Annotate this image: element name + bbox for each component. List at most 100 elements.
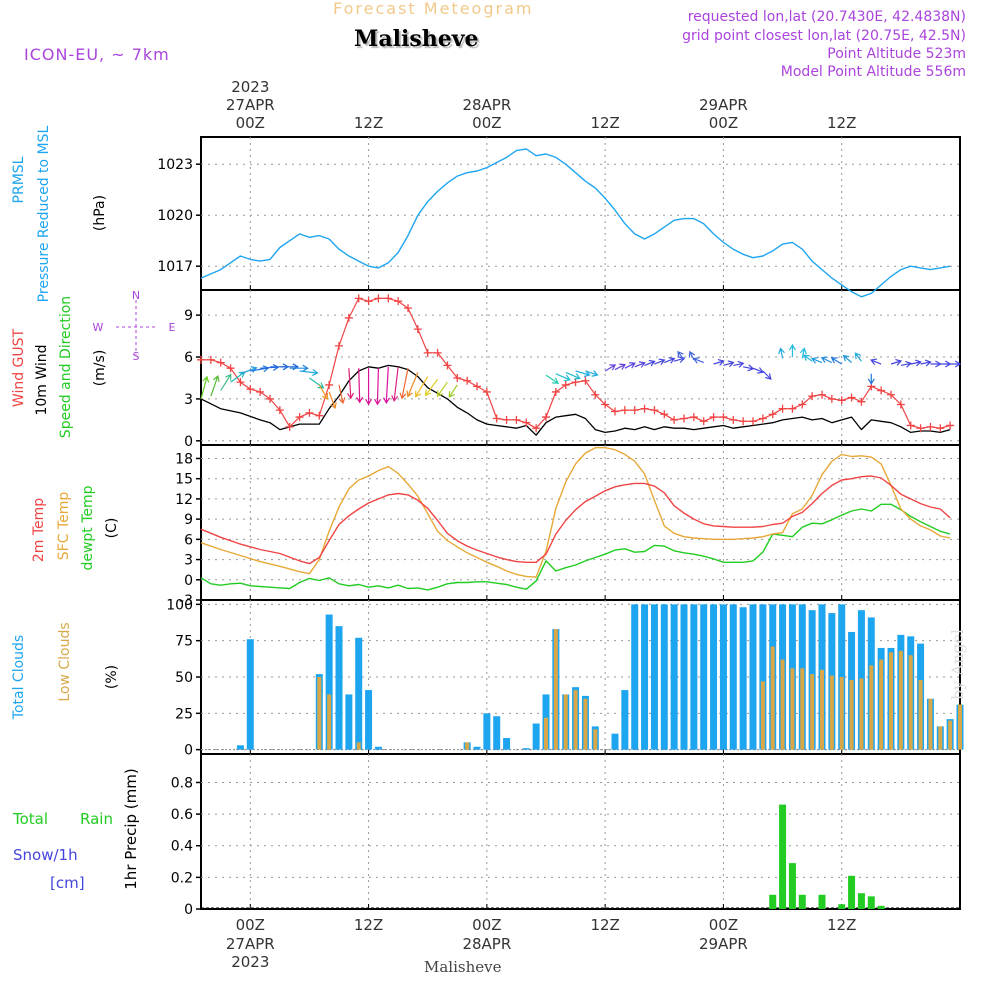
rain-bar xyxy=(788,863,796,909)
y-tick-label: 75 xyxy=(175,634,193,650)
gust-marker xyxy=(433,348,442,357)
requested-coords: requested lon,lat (20.7430E, 42.4838N) xyxy=(687,9,966,25)
gust-marker xyxy=(226,364,235,373)
wind-arrow xyxy=(289,364,309,372)
total-clouds-bar xyxy=(700,604,708,750)
bottom-time-label: 00Z xyxy=(236,916,265,934)
panel-label-10m-wind: 10m Wind xyxy=(34,344,50,415)
gust-marker xyxy=(788,404,797,413)
compass-w: W xyxy=(93,321,104,334)
y-tick-label: 0 xyxy=(184,743,193,759)
total-clouds-bar xyxy=(641,604,649,750)
bottom-year-label: 2023 xyxy=(231,953,269,971)
top-year-label: 2023 xyxy=(231,78,269,96)
axis-label-percent: (%) xyxy=(104,665,120,689)
total-clouds-bar xyxy=(503,738,511,750)
total-clouds-bar xyxy=(473,746,481,750)
bottom-time-label: 12Z xyxy=(590,916,619,934)
total-clouds-bar xyxy=(374,746,382,750)
low-clouds-bar xyxy=(544,717,548,750)
gust-marker xyxy=(502,415,511,424)
gust-marker xyxy=(630,406,639,415)
y-tick-label: 0.4 xyxy=(171,839,193,855)
total-clouds-bar xyxy=(522,748,530,750)
wind-arrow xyxy=(406,372,419,398)
panel-label-speed-direction: Speed and Direction xyxy=(58,296,74,438)
gust-marker xyxy=(256,387,265,396)
gust-marker xyxy=(325,380,334,389)
wind-arrow xyxy=(870,358,882,366)
total-clouds-bar xyxy=(365,690,373,750)
y-tick-label: 100 xyxy=(166,597,193,613)
total-clouds-bar xyxy=(611,733,619,750)
total-clouds-bar xyxy=(729,604,737,750)
y-tick-label: 6 xyxy=(184,532,193,548)
wind-arrow xyxy=(279,363,300,371)
bottom-time-label: 12Z xyxy=(827,916,856,934)
axis-label-ms: (m/s) xyxy=(92,350,108,387)
gust-marker xyxy=(275,406,284,415)
grid-point-coords: grid point closest lon,lat (20.75E, 42.5… xyxy=(682,28,966,44)
gust-marker xyxy=(699,417,708,426)
y-tick-label: 9 xyxy=(184,308,193,324)
wind-arrow xyxy=(910,359,922,367)
gust-marker xyxy=(216,358,225,367)
panel-label-2m-temp: 2m Temp xyxy=(31,498,47,562)
gust-marker xyxy=(729,415,738,424)
gust-marker xyxy=(739,417,748,426)
gust-marker xyxy=(798,400,807,409)
gust-marker xyxy=(827,394,836,403)
gust-marker xyxy=(916,424,925,433)
rain-bar xyxy=(877,905,885,909)
y-tick-label: -3 xyxy=(179,593,193,609)
low-clouds-bar xyxy=(573,690,578,750)
total-clouds-bar xyxy=(483,713,491,750)
low-clouds-bar xyxy=(898,650,903,750)
y-tick-label: 3 xyxy=(184,553,193,569)
low-clouds-bar xyxy=(810,674,815,750)
gust-marker xyxy=(394,297,403,306)
low-clouds-bar xyxy=(327,694,332,750)
rain-bar xyxy=(848,875,856,909)
rain-bar xyxy=(857,893,865,909)
low-clouds-bar xyxy=(553,629,558,750)
wind-arrow xyxy=(920,359,932,367)
low-clouds-bar xyxy=(859,678,864,750)
gust-marker xyxy=(354,294,363,303)
wind-arrow xyxy=(604,364,617,372)
low-clouds-bar xyxy=(958,704,962,750)
total-clouds-bar xyxy=(335,626,343,750)
gust-marker xyxy=(423,348,432,357)
panel-frame-precip xyxy=(200,753,961,910)
total-clouds-bar xyxy=(719,604,727,750)
gust-marker xyxy=(453,373,462,382)
bottom-date-label: 28APR xyxy=(462,935,511,953)
y-tick-label: 12 xyxy=(175,492,193,508)
y-tick-label: 25 xyxy=(175,706,193,722)
gust-marker xyxy=(926,422,935,431)
panel-label-wind-gust: Wind GUST xyxy=(11,328,27,407)
gust-marker xyxy=(936,424,945,433)
bottom-time-label: 00Z xyxy=(709,916,738,934)
footer-location: Malisheve xyxy=(424,958,502,976)
wind-arrow xyxy=(585,370,599,377)
wind-arrow xyxy=(624,362,636,369)
location-title: Malisheve xyxy=(354,26,479,52)
wind-arrow xyxy=(830,357,843,365)
total-clouds-bar xyxy=(749,604,757,750)
gust-marker xyxy=(315,411,324,420)
point-altitude: Point Altitude 523m xyxy=(827,46,966,62)
total-clouds-bar xyxy=(670,604,678,750)
low-clouds-bar xyxy=(770,646,775,750)
wind-arrow xyxy=(664,357,676,364)
y-tick-label: 0 xyxy=(184,902,193,918)
gust-marker xyxy=(778,404,787,413)
series-prmsl xyxy=(200,148,951,298)
top-date-label: 27APR xyxy=(226,96,275,114)
low-clouds-bar xyxy=(790,668,795,750)
wind-arrow xyxy=(424,379,439,397)
gust-marker xyxy=(364,297,373,306)
panel-label-prmsl: PRMSL xyxy=(11,156,27,203)
low-clouds-bar xyxy=(869,665,874,750)
